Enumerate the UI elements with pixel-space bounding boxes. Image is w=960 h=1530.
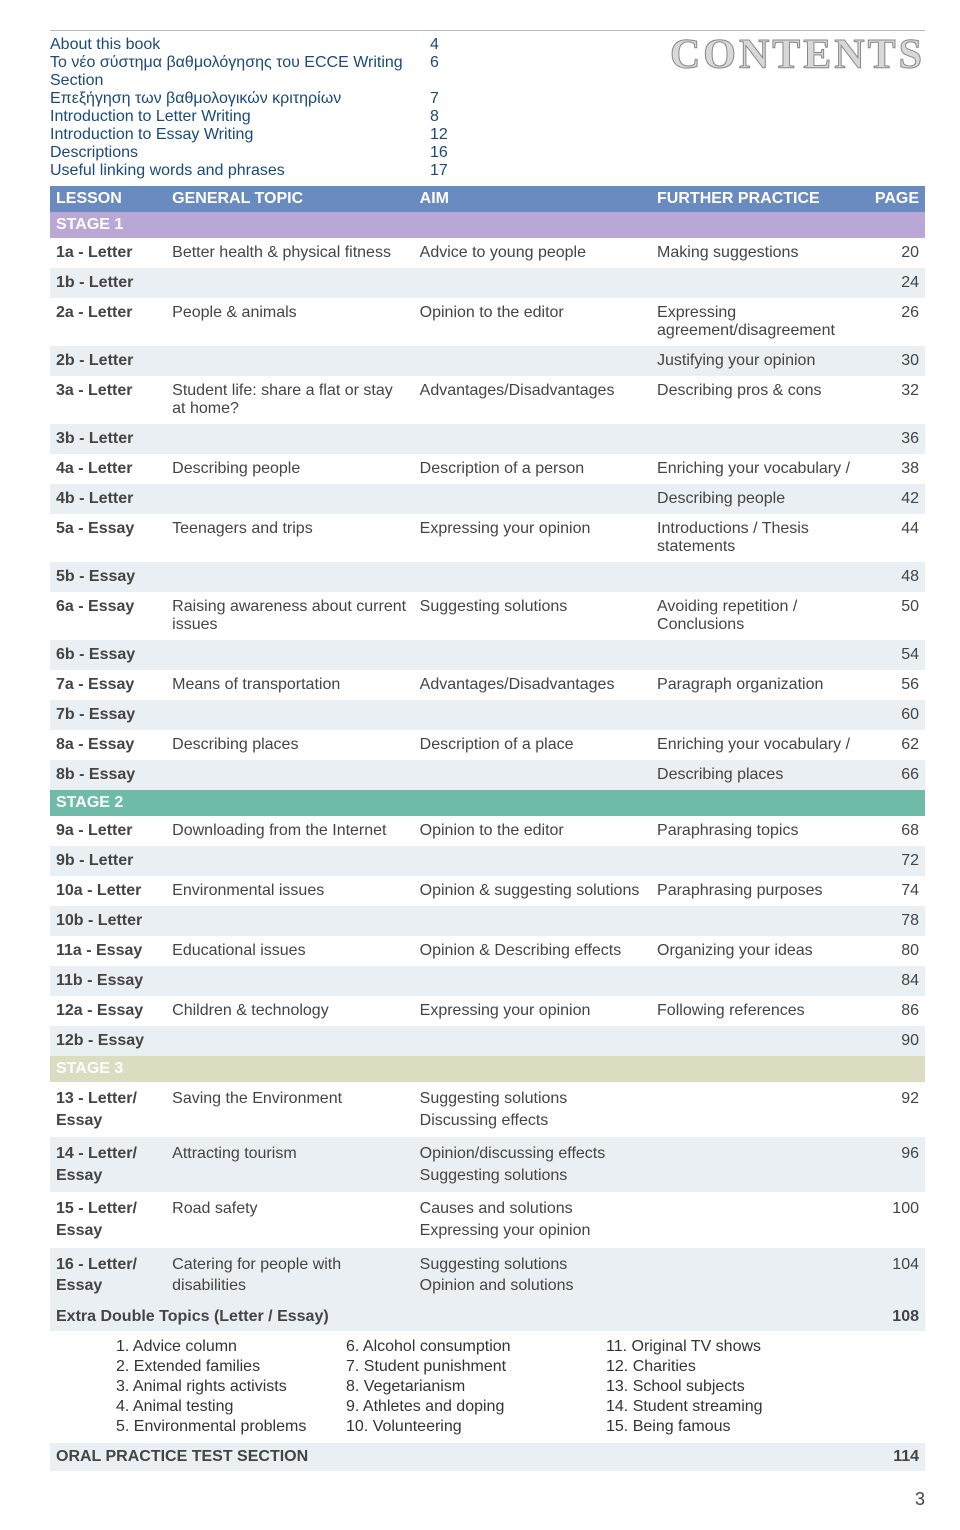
- topic-item: 13. School subjects: [606, 1377, 866, 1397]
- intro-item: Descriptions16: [50, 144, 925, 162]
- topic-item: 6. Alcohol consumption: [346, 1337, 606, 1357]
- topic-item: 11. Original TV shows: [606, 1337, 866, 1357]
- table-row: 10a - LetterEnvironmental issuesOpinion …: [50, 876, 925, 906]
- table-row: 8b - EssayDescribing places66: [50, 760, 925, 790]
- oral-practice-row: ORAL PRACTICE TEST SECTION 114: [50, 1443, 925, 1471]
- topic-item: 14. Student streaming: [606, 1397, 866, 1417]
- table-row: 6b - Essay54: [50, 640, 925, 670]
- table-row: 1b - Letter24: [50, 268, 925, 298]
- table-row: 5b - Essay48: [50, 562, 925, 592]
- topic-item: 5. Environmental problems: [116, 1417, 346, 1437]
- table-row: 7a - EssayMeans of transportationAdvanta…: [50, 670, 925, 700]
- topic-item: 12. Charities: [606, 1357, 866, 1377]
- hdr-aim: AIM: [414, 186, 651, 212]
- table-row: 11a - EssayEducational issuesOpinion & D…: [50, 936, 925, 966]
- hdr-lesson: LESSON: [50, 186, 166, 212]
- table-row: 4a - LetterDescribing peopleDescription …: [50, 454, 925, 484]
- contents-table: LESSON GENERAL TOPIC AIM FURTHER PRACTIC…: [50, 186, 925, 1471]
- table-row: 8a - EssayDescribing placesDescription o…: [50, 730, 925, 760]
- table-row: 3b - Letter36: [50, 424, 925, 454]
- table-row: 4b - LetterDescribing people42: [50, 484, 925, 514]
- page-number: 3: [50, 1489, 925, 1510]
- table-row: 12b - Essay90: [50, 1026, 925, 1056]
- table-row: 7b - Essay60: [50, 700, 925, 730]
- topic-item: 2. Extended families: [116, 1357, 346, 1377]
- table-row: 11b - Essay84: [50, 966, 925, 996]
- topic-item: 1. Advice column: [116, 1337, 346, 1357]
- topic-item: 10. Volunteering: [346, 1417, 606, 1437]
- table-row: 9b - Letter72: [50, 846, 925, 876]
- table-row: 16 - Letter/EssayCatering for people wit…: [50, 1248, 925, 1303]
- table-row: 5a - EssayTeenagers and tripsExpressing …: [50, 514, 925, 562]
- table-row: 9a - LetterDownloading from the Internet…: [50, 816, 925, 846]
- topic-item: 3. Animal rights activists: [116, 1377, 346, 1397]
- table-row: 1a - LetterBetter health & physical fitn…: [50, 238, 925, 268]
- table-row: 2a - LetterPeople & animalsOpinion to th…: [50, 298, 925, 346]
- hdr-further: FURTHER PRACTICE: [651, 186, 868, 212]
- extra-topics-row: Extra Double Topics (Letter / Essay) 108: [50, 1303, 925, 1331]
- table-row: 15 - Letter/EssayRoad safetyCauses and s…: [50, 1192, 925, 1247]
- stage1-header: STAGE 1: [50, 212, 925, 238]
- hdr-page: PAGE: [868, 186, 925, 212]
- table-row: 3a - LetterStudent life: share a flat or…: [50, 376, 925, 424]
- topic-item: 15. Being famous: [606, 1417, 866, 1437]
- contents-heading: CONTENTS: [670, 31, 925, 79]
- topic-item: 7. Student punishment: [346, 1357, 606, 1377]
- hdr-topic: GENERAL TOPIC: [166, 186, 413, 212]
- table-row: 12a - EssayChildren & technologyExpressi…: [50, 996, 925, 1026]
- table-row: 14 - Letter/EssayAttracting tourismOpini…: [50, 1137, 925, 1192]
- table-row: 6a - EssayRaising awareness about curren…: [50, 592, 925, 640]
- table-row: 2b - LetterJustifying your opinion30: [50, 346, 925, 376]
- extra-topics-list: 1. Advice column2. Extended families3. A…: [50, 1331, 925, 1443]
- table-row: 13 - Letter/EssaySaving the EnvironmentS…: [50, 1082, 925, 1137]
- topic-item: 4. Animal testing: [116, 1397, 346, 1417]
- stage3-header: STAGE 3: [50, 1056, 925, 1082]
- intro-item: Useful linking words and phrases17: [50, 162, 925, 180]
- intro-item: Επεξήγηση των βαθμολογικών κριτηρίων7: [50, 90, 925, 108]
- table-header: LESSON GENERAL TOPIC AIM FURTHER PRACTIC…: [50, 186, 925, 212]
- table-row: 10b - Letter78: [50, 906, 925, 936]
- topic-item: 9. Athletes and doping: [346, 1397, 606, 1417]
- topic-item: 8. Vegetarianism: [346, 1377, 606, 1397]
- intro-item: Introduction to Letter Writing8: [50, 108, 925, 126]
- intro-item: Introduction to Essay Writing12: [50, 126, 925, 144]
- stage2-header: STAGE 2: [50, 790, 925, 816]
